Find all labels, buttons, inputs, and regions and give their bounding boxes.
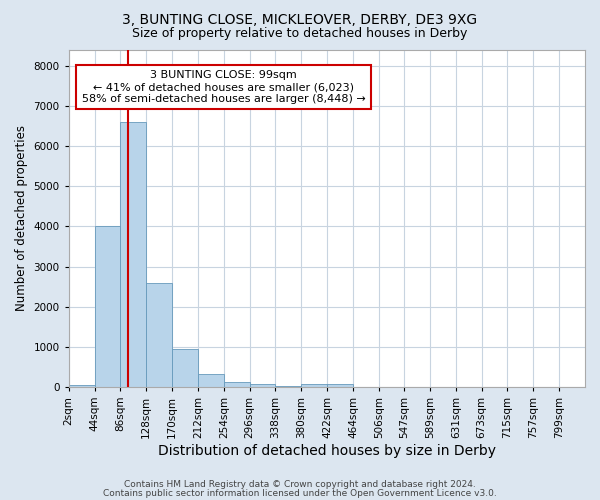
Bar xyxy=(224,382,250,387)
Bar xyxy=(95,226,121,387)
Bar xyxy=(275,386,301,387)
X-axis label: Distribution of detached houses by size in Derby: Distribution of detached houses by size … xyxy=(158,444,496,458)
Bar xyxy=(301,384,327,387)
Text: 3, BUNTING CLOSE, MICKLEOVER, DERBY, DE3 9XG: 3, BUNTING CLOSE, MICKLEOVER, DERBY, DE3… xyxy=(122,12,478,26)
Text: Contains public sector information licensed under the Open Government Licence v3: Contains public sector information licen… xyxy=(103,488,497,498)
Bar xyxy=(121,122,146,387)
Bar xyxy=(198,374,224,387)
Bar xyxy=(146,282,172,387)
Y-axis label: Number of detached properties: Number of detached properties xyxy=(15,126,28,312)
Text: Size of property relative to detached houses in Derby: Size of property relative to detached ho… xyxy=(133,28,467,40)
Bar xyxy=(69,385,95,387)
Bar xyxy=(172,348,198,387)
Bar xyxy=(250,384,275,387)
Bar xyxy=(327,384,353,387)
Text: Contains HM Land Registry data © Crown copyright and database right 2024.: Contains HM Land Registry data © Crown c… xyxy=(124,480,476,489)
Text: 3 BUNTING CLOSE: 99sqm
← 41% of detached houses are smaller (6,023)
58% of semi-: 3 BUNTING CLOSE: 99sqm ← 41% of detached… xyxy=(82,70,365,104)
